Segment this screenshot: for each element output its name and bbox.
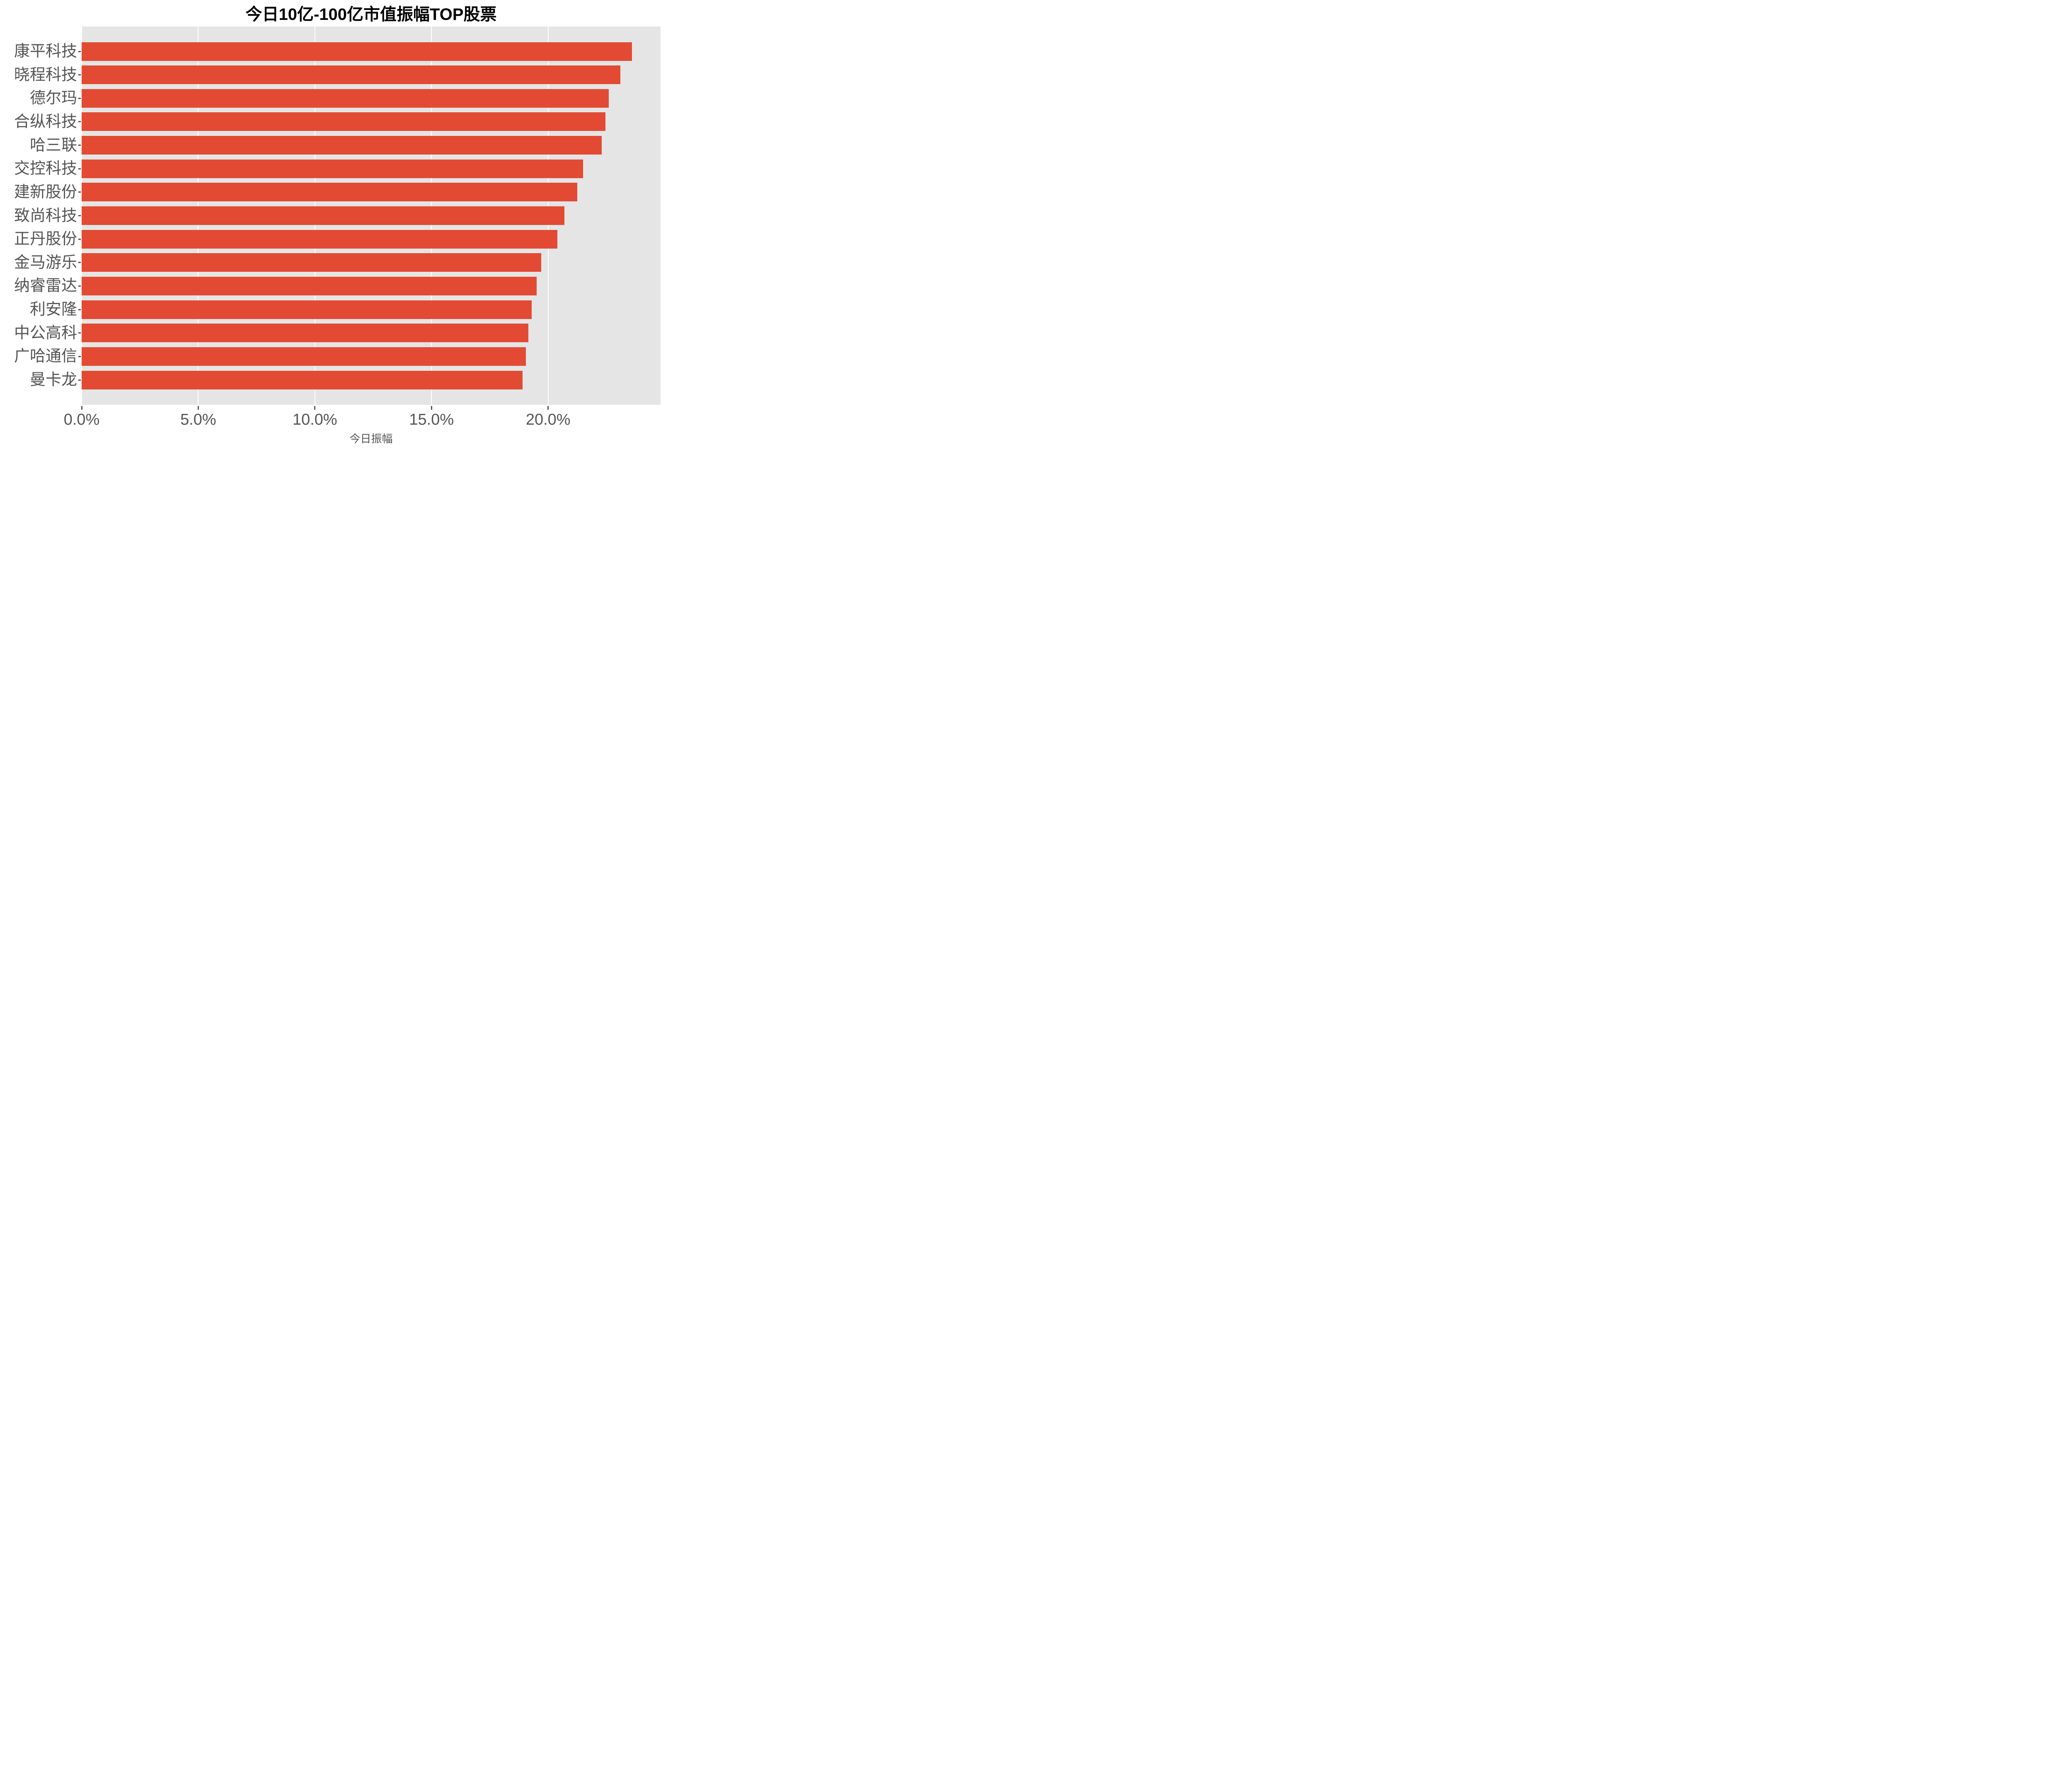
bar-正丹股份 [82, 230, 558, 249]
y-label-康平科技: 康平科技 [14, 43, 77, 60]
bar-康平科技 [82, 42, 632, 61]
y-tickmark-哈三联 [78, 145, 81, 146]
x-tickmark-20.0% [547, 406, 549, 410]
bar-晓程科技 [82, 65, 621, 85]
x-tickmark-15.0% [431, 406, 432, 410]
y-label-金马游乐: 金马游乐 [14, 254, 77, 271]
bar-金马游乐 [82, 253, 541, 272]
y-label-纳睿雷达: 纳睿雷达 [14, 277, 77, 295]
y-label-致尚科技: 致尚科技 [14, 207, 77, 225]
y-tickmark-合纵科技 [78, 121, 81, 123]
y-tickmark-利安隆 [78, 309, 81, 310]
y-tickmark-康平科技 [78, 51, 81, 52]
bar-致尚科技 [82, 206, 565, 225]
plot-panel [81, 27, 661, 405]
y-label-广哈通信: 广哈通信 [14, 348, 77, 365]
bar-利安隆 [82, 300, 532, 319]
y-tickmark-纳睿雷达 [78, 285, 81, 287]
y-tickmark-正丹股份 [78, 238, 81, 240]
bar-合纵科技 [82, 112, 605, 131]
y-label-正丹股份: 正丹股份 [14, 230, 77, 248]
bar-纳睿雷达 [82, 276, 537, 295]
y-tickmark-广哈通信 [78, 355, 81, 357]
y-tickmark-致尚科技 [78, 215, 81, 216]
y-label-德尔玛: 德尔玛 [29, 89, 77, 107]
x-tick-label-10.0%: 10.0% [292, 411, 337, 428]
y-label-合纵科技: 合纵科技 [14, 113, 77, 131]
y-tickmark-交控科技 [78, 168, 81, 169]
bar-中公高科 [82, 324, 528, 343]
bar-哈三联 [82, 136, 602, 155]
y-tickmark-金马游乐 [78, 262, 81, 264]
bar-广哈通信 [82, 347, 526, 366]
x-axis-title: 今日振幅 [349, 433, 393, 445]
y-label-晓程科技: 晓程科技 [14, 66, 77, 84]
x-tickmark-0.0% [81, 406, 82, 410]
y-label-曼卡龙: 曼卡龙 [29, 371, 77, 389]
x-tick-label-20.0%: 20.0% [525, 411, 571, 428]
bar-曼卡龙 [82, 370, 523, 389]
bar-交控科技 [82, 159, 583, 178]
y-label-利安隆: 利安隆 [29, 301, 77, 319]
x-tick-label-5.0%: 5.0% [180, 411, 216, 428]
bar-建新股份 [82, 183, 578, 202]
y-label-交控科技: 交控科技 [14, 160, 77, 178]
chart-title: 今日10亿-100亿市值振幅TOP股票 [245, 5, 497, 24]
y-tickmark-曼卡龙 [78, 379, 81, 381]
y-tickmark-中公高科 [78, 332, 81, 334]
y-label-中公高科: 中公高科 [14, 324, 77, 342]
y-tickmark-建新股份 [78, 191, 81, 193]
x-tick-label-15.0%: 15.0% [409, 411, 454, 428]
y-label-建新股份: 建新股份 [14, 183, 77, 201]
x-tick-label-0.0%: 0.0% [63, 411, 100, 428]
y-tickmark-晓程科技 [78, 74, 81, 76]
figure: 今日10亿-100亿市值振幅TOP股票 康平科技晓程科技德尔玛合纵科技哈三联交控… [0, 0, 666, 447]
y-tickmark-德尔玛 [78, 97, 81, 99]
x-tickmark-10.0% [314, 406, 316, 410]
bar-德尔玛 [82, 89, 609, 108]
y-label-哈三联: 哈三联 [29, 136, 77, 154]
x-tickmark-5.0% [197, 406, 199, 410]
y-axis-labels: 康平科技晓程科技德尔玛合纵科技哈三联交控科技建新股份致尚科技正丹股份金马游乐纳睿… [0, 27, 77, 405]
